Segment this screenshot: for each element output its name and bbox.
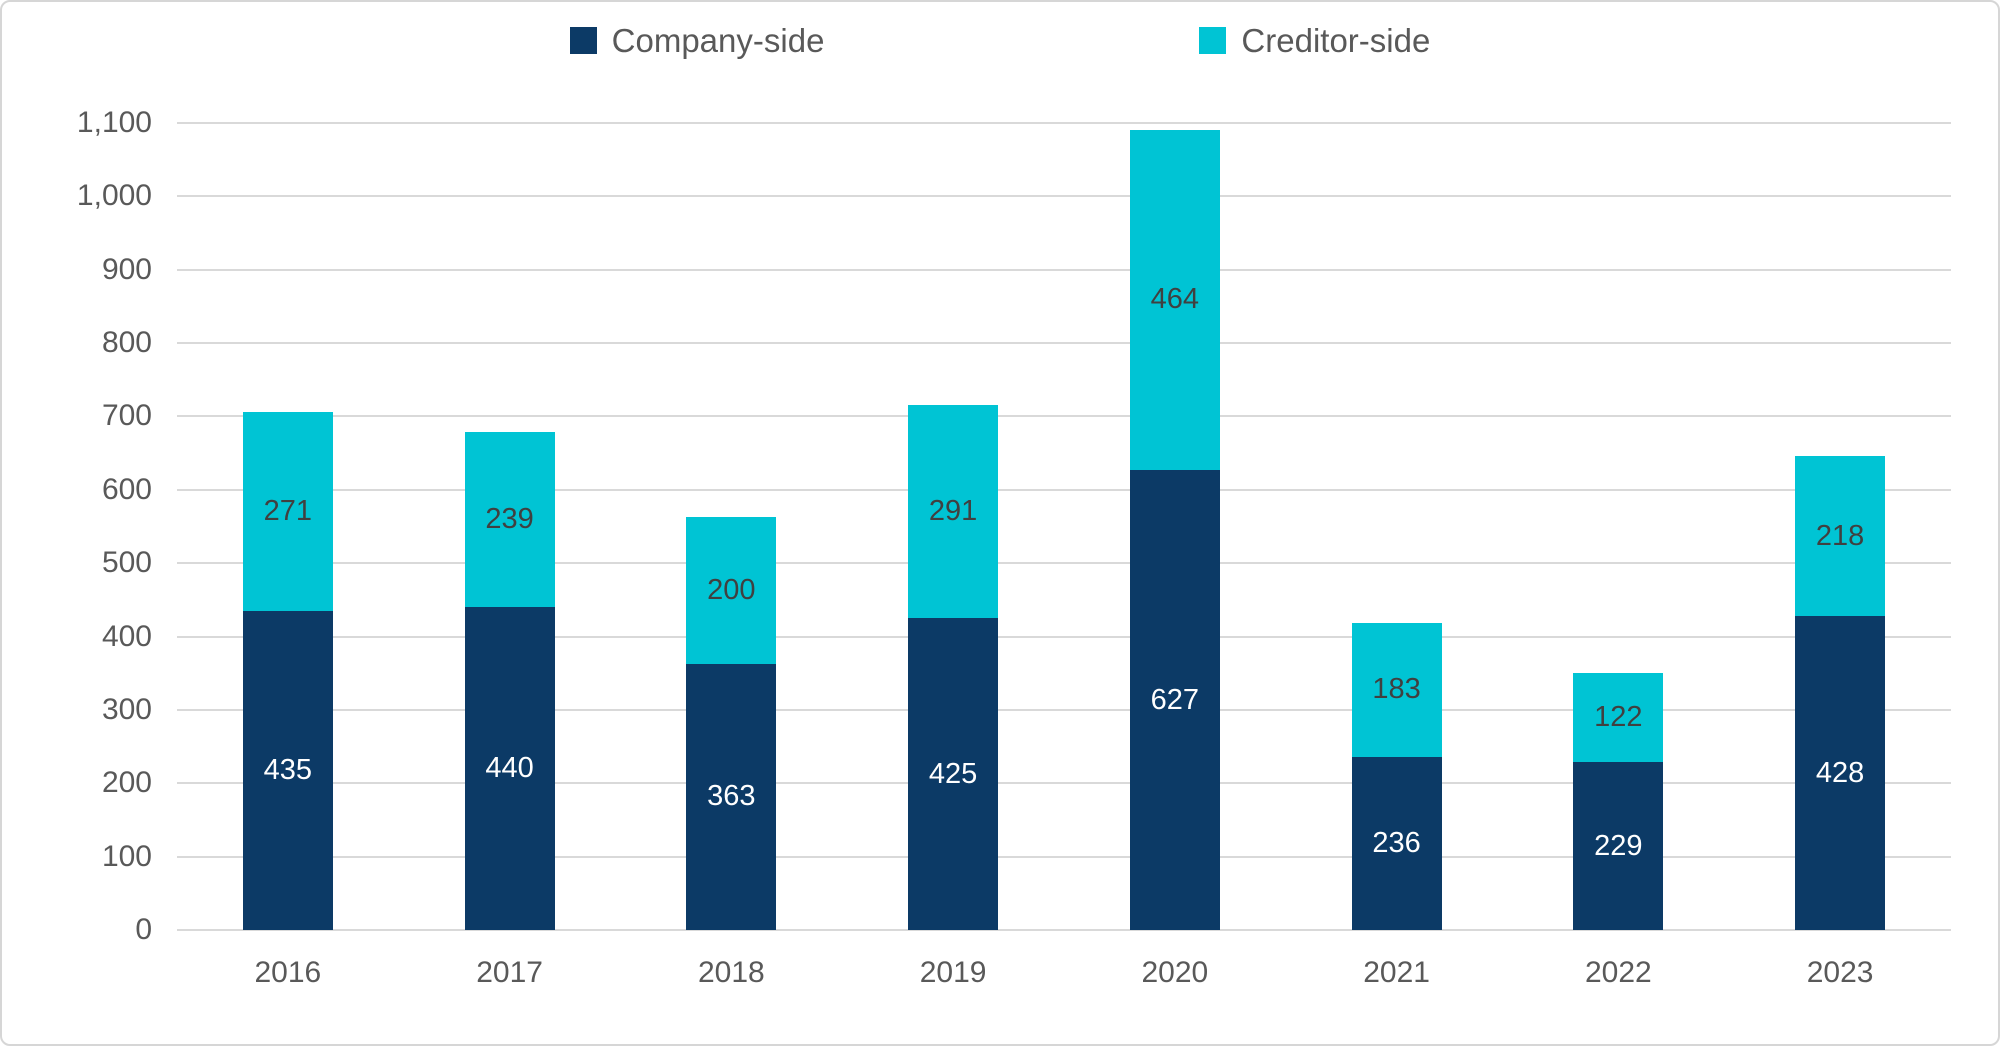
data-label-2023-creditor-side: 218	[1815, 519, 1865, 552]
y-tick-label-1000: 1,000	[76, 179, 152, 213]
y-tick-label-700: 700	[101, 399, 152, 433]
data-label-2016-company-side: 435	[263, 753, 313, 786]
gridline-100	[177, 855, 1951, 858]
bar-stack-2019: 425 291	[908, 404, 999, 930]
data-label-2018-company-side: 363	[707, 780, 756, 813]
x-tick-label-2019: 2019	[919, 956, 987, 989]
bar-segment-2021-creditor-side: 183	[1351, 622, 1442, 757]
bar-stack-2020: 627 464	[1129, 129, 1220, 930]
bar-segment-2018-company-side: 363	[686, 663, 777, 930]
data-label-2019-company-side: 425	[928, 757, 978, 790]
gridline-700	[177, 415, 1951, 418]
legend-item-company-side: Company-side	[569, 22, 825, 59]
bar-segment-2019-company-side: 425	[908, 618, 999, 930]
chart-legend: Company-side Creditor-side	[2, 24, 1998, 57]
data-label-2022-creditor-side: 122	[1594, 700, 1643, 733]
bar-segment-2020-creditor-side: 464	[1129, 129, 1220, 471]
x-tick-label-2017: 2017	[476, 956, 543, 989]
y-tick-label-800: 800	[101, 326, 152, 360]
legend-label-creditor-side: Creditor-side	[1241, 22, 1431, 59]
bar-stack-2023: 428 218	[1795, 456, 1886, 930]
bar-stack-2021: 236 183	[1351, 622, 1442, 930]
gridline-1000	[177, 195, 1951, 198]
data-label-2022-company-side: 229	[1594, 829, 1643, 862]
data-label-2020-creditor-side: 464	[1150, 283, 1200, 316]
x-tick-label-2016: 2016	[254, 956, 322, 989]
data-label-2016-creditor-side: 271	[263, 494, 313, 527]
bar-segment-2016-company-side: 435	[242, 610, 333, 930]
y-tick-label-0: 0	[135, 913, 152, 946]
x-tick-label-2021: 2021	[1363, 956, 1430, 989]
y-tick-label-100: 100	[101, 839, 152, 873]
data-label-2021-creditor-side: 183	[1372, 673, 1421, 706]
x-tick-label-2020: 2020	[1141, 956, 1209, 989]
gridline-600	[177, 488, 1951, 491]
bar-segment-2016-creditor-side: 271	[242, 412, 333, 611]
company-side-swatch-icon	[569, 27, 597, 54]
bar-segment-2022-company-side: 229	[1573, 762, 1664, 930]
gridline-900	[177, 268, 1951, 271]
gridline-300	[177, 708, 1951, 711]
x-tick-label-2023: 2023	[1806, 956, 1874, 989]
data-label-2020-company-side: 627	[1150, 683, 1200, 716]
data-label-2021-company-side: 236	[1372, 826, 1421, 859]
gridline-200	[177, 782, 1951, 785]
gridline-800	[177, 342, 1951, 345]
bar-stack-2018: 363 200	[686, 516, 777, 930]
bar-segment-2018-creditor-side: 200	[686, 516, 777, 664]
plot-area: 435 271 440 239 363 200 425 291 627 464 236 183 229 1…	[177, 122, 1951, 931]
y-tick-label-1100: 1,100	[76, 106, 152, 139]
bar-stack-2017: 440 239	[464, 431, 555, 930]
y-tick-label-900: 900	[101, 252, 152, 286]
bar-segment-2023-company-side: 428	[1795, 616, 1886, 930]
y-tick-label-200: 200	[101, 766, 152, 800]
bar-segment-2020-company-side: 627	[1129, 470, 1220, 930]
legend-label-company-side: Company-side	[611, 22, 825, 59]
gridline-500	[177, 562, 1951, 565]
y-tick-label-400: 400	[101, 619, 152, 653]
y-tick-label-500: 500	[101, 546, 152, 580]
bar-segment-2023-creditor-side: 218	[1795, 456, 1886, 617]
legend-item-creditor-side: Creditor-side	[1199, 24, 1430, 57]
gridline-0	[177, 929, 1951, 931]
x-tick-label-2022: 2022	[1585, 956, 1652, 989]
data-label-2018-creditor-side: 200	[707, 573, 756, 606]
gridline-400	[177, 635, 1951, 638]
bar-stack-2016: 435 271	[242, 412, 333, 930]
gridline-1100	[177, 122, 1951, 124]
data-label-2017-creditor-side: 239	[485, 503, 534, 536]
bar-segment-2019-creditor-side: 291	[908, 404, 999, 619]
bar-segment-2017-company-side: 440	[464, 607, 555, 930]
y-tick-label-600: 600	[101, 472, 152, 506]
data-label-2017-company-side: 440	[485, 752, 534, 785]
x-tick-label-2018: 2018	[698, 956, 765, 989]
bar-segment-2017-creditor-side: 239	[464, 431, 555, 608]
bar-stack-2022: 229 122	[1573, 672, 1664, 930]
creditor-side-swatch-icon	[1199, 27, 1227, 54]
y-tick-label-300: 300	[101, 692, 152, 726]
data-label-2019-creditor-side: 291	[928, 494, 978, 527]
bar-segment-2022-creditor-side: 122	[1573, 672, 1664, 762]
bar-segment-2021-company-side: 236	[1351, 756, 1442, 930]
data-label-2023-company-side: 428	[1815, 756, 1865, 789]
